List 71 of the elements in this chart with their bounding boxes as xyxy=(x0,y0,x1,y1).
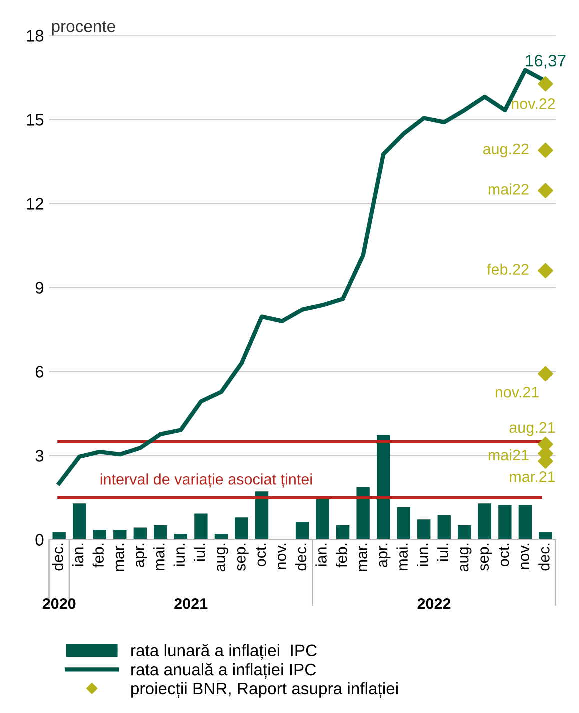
x-tick-label: aug. xyxy=(217,544,229,572)
data-label: feb.22 xyxy=(487,264,529,275)
data-label: mar.21 xyxy=(510,472,556,482)
bar xyxy=(93,530,106,540)
x-tick-label: sep. xyxy=(480,544,492,571)
y-tick-label: 3 xyxy=(36,450,44,462)
x-tick-label: ian. xyxy=(72,544,84,566)
data-label: 16,37 xyxy=(526,55,566,69)
x-tick-label: mai. xyxy=(154,544,165,570)
x-tick-label: oct. xyxy=(499,544,510,566)
bar xyxy=(438,515,451,540)
data-label: mai21 xyxy=(488,449,529,461)
bar xyxy=(539,532,552,540)
y-tick-label: 6 xyxy=(36,366,44,378)
x-tick-label: sep. xyxy=(237,544,249,571)
x-tick-label: dec. xyxy=(538,544,550,571)
bar xyxy=(478,504,492,540)
x-tick-label: mar. xyxy=(116,544,124,572)
x-tick-label: oct. xyxy=(256,544,266,566)
x-tick-label: aug. xyxy=(460,544,472,572)
legend-label: proiecții BNR, Raport asupra inflației xyxy=(132,682,398,698)
legend-label: rata lunară a inflației IPC xyxy=(132,644,317,660)
bar xyxy=(296,522,310,540)
x-tick-label: dec. xyxy=(295,544,307,571)
bar xyxy=(356,487,370,540)
text: 2022 xyxy=(418,598,451,610)
x-tick-label: iul. xyxy=(194,544,206,562)
bar xyxy=(154,525,168,540)
x-tick-label: iun. xyxy=(174,544,186,566)
text: 2021 xyxy=(174,598,208,610)
bar xyxy=(518,505,532,540)
bar xyxy=(255,492,269,540)
y-tick-label: 15 xyxy=(27,114,44,126)
bar xyxy=(498,505,512,540)
y-tick-label: 0 xyxy=(36,534,44,546)
x-tick-label: iun. xyxy=(416,544,428,566)
bar xyxy=(52,532,66,540)
ref-line-label: interval de variație asociat țintei xyxy=(100,474,312,488)
data-label: nov.21 xyxy=(496,386,539,398)
y-axis-title: procente xyxy=(52,21,116,36)
x-tick-label: nov. xyxy=(278,544,286,570)
bar xyxy=(336,525,350,540)
x-tick-label: ian. xyxy=(316,544,327,566)
x-tick-label: iul. xyxy=(437,544,448,562)
bar xyxy=(316,498,330,540)
bar xyxy=(377,435,390,540)
bar xyxy=(235,518,248,540)
bar xyxy=(458,525,472,540)
data-label: mai22 xyxy=(488,184,529,195)
legend-label: rata anuală a inflației IPC xyxy=(132,663,316,680)
x-tick-label: feb. xyxy=(92,544,104,568)
y-tick-label: 12 xyxy=(27,198,44,210)
data-label: nov.22 xyxy=(512,98,556,110)
bar xyxy=(134,528,147,540)
text: 2020 xyxy=(42,598,76,610)
x-tick-label: nov. xyxy=(521,544,530,570)
bar xyxy=(73,504,86,540)
x-tick-label: apr. xyxy=(379,544,391,568)
data-label: aug.21 xyxy=(510,422,556,436)
bar xyxy=(418,520,431,540)
y-tick-label: 9 xyxy=(36,282,44,294)
bar xyxy=(194,514,208,540)
x-tick-label: feb. xyxy=(336,544,348,568)
y-tick-label: 18 xyxy=(27,30,44,42)
data-label: aug.22 xyxy=(483,144,529,158)
bar xyxy=(114,530,127,540)
x-tick-label: dec. xyxy=(52,544,64,571)
x-tick-label: mai. xyxy=(396,544,408,570)
bar xyxy=(397,508,410,540)
x-tick-label: apr. xyxy=(136,544,148,568)
x-tick-label: mar. xyxy=(359,544,368,572)
